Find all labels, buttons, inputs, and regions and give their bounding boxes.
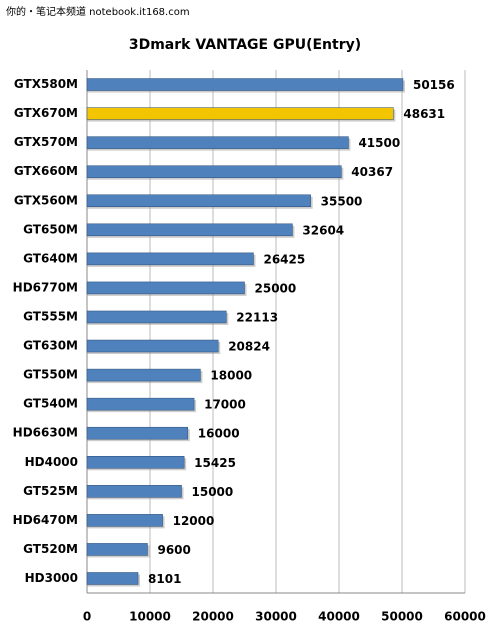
x-tick-label: 10000 bbox=[129, 610, 171, 624]
y-tick-label: GT550M bbox=[23, 368, 78, 382]
bar bbox=[86, 485, 182, 498]
y-tick-label: GT520M bbox=[23, 542, 78, 556]
y-tick-label: GT640M bbox=[23, 251, 78, 265]
value-label: 22113 bbox=[236, 310, 278, 324]
y-tick-label: GT525M bbox=[23, 484, 78, 498]
y-tick-label: GTX570M bbox=[14, 135, 78, 149]
y-tick-label: HD6630M bbox=[13, 426, 78, 440]
bar bbox=[86, 397, 195, 411]
y-tick-label: GTX580M bbox=[14, 77, 78, 91]
value-label: 16000 bbox=[198, 427, 240, 441]
x-tick-label: 30000 bbox=[255, 610, 297, 624]
bar bbox=[86, 165, 342, 178]
bar bbox=[86, 107, 394, 120]
value-label: 9600 bbox=[157, 543, 190, 557]
x-tick-label: 0 bbox=[83, 610, 91, 624]
value-label: 35500 bbox=[321, 194, 363, 208]
value-label: 48631 bbox=[403, 107, 445, 121]
value-label: 50156 bbox=[413, 78, 455, 92]
y-tick-label: GTX660M bbox=[14, 164, 78, 178]
bar bbox=[86, 310, 227, 324]
value-label: 26425 bbox=[263, 252, 305, 266]
y-tick-label: GTX560M bbox=[14, 193, 78, 207]
value-label: 12000 bbox=[173, 514, 215, 528]
bar bbox=[86, 426, 189, 440]
value-label: 8101 bbox=[148, 572, 181, 586]
value-label: 25000 bbox=[255, 281, 297, 295]
bar bbox=[86, 543, 148, 556]
bar bbox=[86, 456, 185, 469]
bar bbox=[86, 572, 139, 585]
x-tick-label: 60000 bbox=[444, 610, 486, 624]
y-tick-label: HD6770M bbox=[13, 280, 78, 294]
value-label: 32604 bbox=[302, 223, 344, 237]
y-tick-label: HD4000 bbox=[25, 455, 78, 469]
y-tick-label: GT650M bbox=[23, 222, 78, 236]
y-tick-label: GT630M bbox=[23, 339, 78, 353]
value-label: 40367 bbox=[351, 165, 393, 179]
watermark: 你的・笔记本频道 notebook.it168.com bbox=[6, 5, 190, 18]
bar bbox=[86, 281, 245, 295]
y-tick-label: GT540M bbox=[23, 397, 78, 411]
y-tick-label: GT555M bbox=[23, 309, 78, 323]
y-tick-label: GTX670M bbox=[14, 106, 78, 120]
bar bbox=[86, 194, 311, 207]
value-label: 15425 bbox=[194, 456, 236, 470]
y-tick-label: HD6470M bbox=[13, 513, 78, 527]
bar bbox=[86, 339, 219, 353]
x-tick-label: 20000 bbox=[192, 610, 234, 624]
bar bbox=[86, 78, 404, 91]
y-tick-label: HD3000 bbox=[25, 571, 78, 585]
chart-title: 3Dmark VANTAGE GPU(Entry) bbox=[129, 37, 361, 53]
bar bbox=[86, 223, 293, 237]
value-label: 15000 bbox=[192, 485, 234, 499]
bar bbox=[86, 514, 163, 527]
value-label: 18000 bbox=[210, 369, 252, 383]
x-tick-label: 50000 bbox=[381, 610, 423, 624]
x-tick-label: 40000 bbox=[318, 610, 360, 624]
value-label: 17000 bbox=[204, 398, 246, 412]
bar bbox=[86, 136, 349, 149]
bar bbox=[86, 368, 201, 382]
value-label: 41500 bbox=[358, 136, 400, 150]
bar bbox=[86, 252, 254, 266]
value-label: 20824 bbox=[228, 340, 270, 354]
